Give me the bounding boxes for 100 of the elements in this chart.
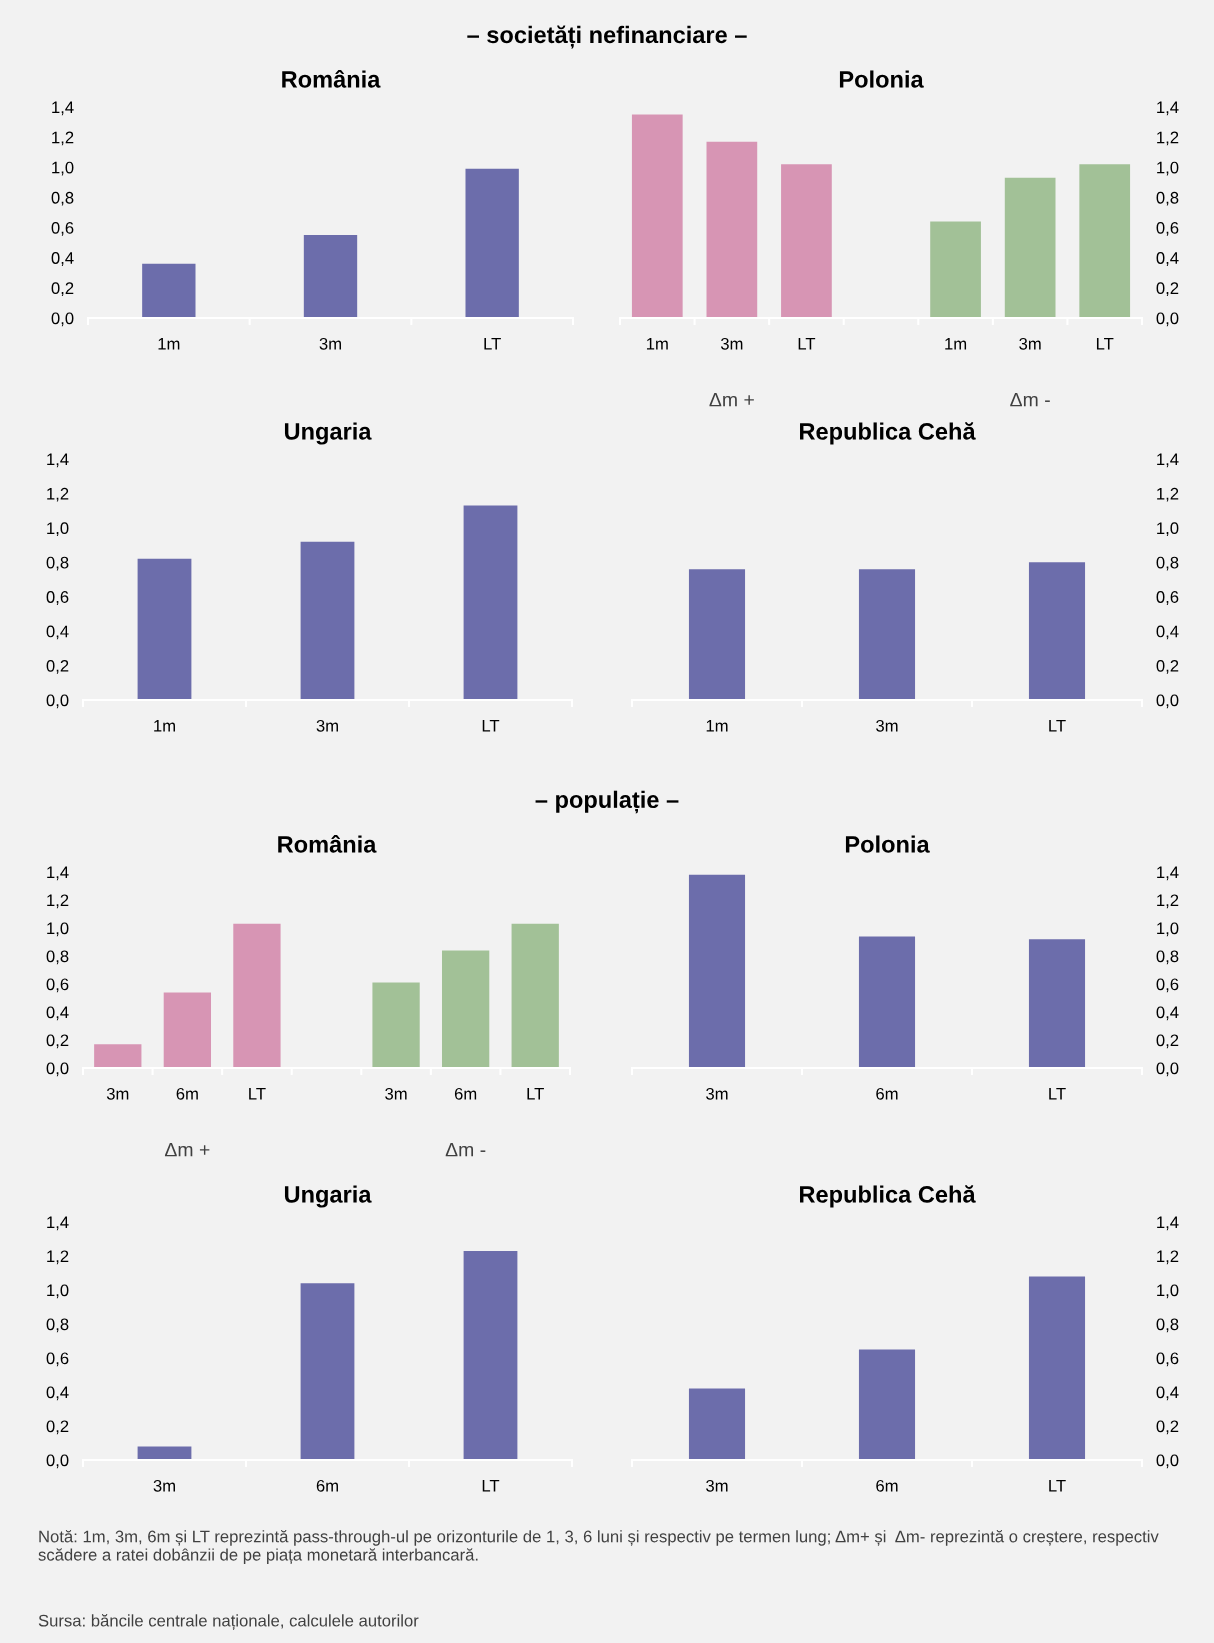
y-tick-label: 1,2: [1157, 1250, 1179, 1265]
y-tick-label: 1,4: [47, 866, 69, 881]
x-tick-label: 3m: [706, 1479, 728, 1492]
y-tick-label: 0,0: [46, 1454, 69, 1469]
y-tick-label: 0,0: [46, 694, 69, 709]
bar: [1079, 164, 1131, 318]
chart-title: România: [278, 834, 377, 853]
bar: [858, 936, 916, 1068]
y-tick-label: 0,8: [1156, 191, 1179, 206]
bar: [1028, 1276, 1086, 1460]
x-tick-label: 6m: [176, 1087, 198, 1100]
y-tick-label: 1,4: [47, 1216, 69, 1231]
x-tick-label: LT: [249, 1088, 266, 1100]
x-tick-label: 3m: [316, 719, 338, 732]
y-tick-label: 0,2: [1156, 282, 1179, 297]
bar: [94, 1044, 142, 1068]
x-tick-label: 1m: [945, 338, 967, 350]
y-tick-label: 1,0: [1157, 522, 1179, 537]
x-tick-label: 6m: [876, 1087, 898, 1100]
y-tick-label: 0,4: [1156, 1386, 1179, 1401]
y-tick-label: 1,0: [1157, 161, 1179, 176]
x-tick-label: LT: [1096, 338, 1114, 350]
y-tick-label: 1,0: [47, 922, 69, 937]
y-tick-label: 0,6: [1156, 978, 1179, 993]
y-tick-label: 1,0: [47, 522, 69, 537]
x-tick-label: LT: [1049, 1480, 1066, 1492]
y-tick-label: 0,6: [1156, 591, 1179, 605]
y-tick-label: 0,2: [46, 1420, 69, 1435]
x-tick-label: 3m: [385, 1087, 407, 1100]
chart-title: Ungaria: [284, 422, 372, 445]
y-tick-label: 1,2: [47, 487, 69, 502]
bar: [137, 558, 192, 700]
y-tick-label: 1,0: [1157, 922, 1179, 937]
y-tick-label: 0,4: [46, 1386, 69, 1401]
y-tick-label: 1,2: [52, 131, 74, 146]
y-tick-label: 1,2: [1157, 894, 1179, 909]
chart-title: Polonia: [845, 835, 930, 853]
y-tick-label: 1,2: [47, 894, 69, 909]
bar: [688, 874, 746, 1068]
x-tick-label: 6m: [876, 1479, 898, 1492]
bar: [441, 950, 490, 1068]
x-tick-label: 3m: [106, 1087, 129, 1100]
x-tick-label: LT: [482, 1480, 500, 1492]
y-tick-label: 0,8: [1156, 556, 1179, 571]
chart-title: Polonia: [839, 70, 924, 88]
bar: [930, 221, 981, 318]
y-tick-label: 0,2: [46, 1034, 69, 1049]
y-tick-label: 0,6: [46, 1352, 69, 1367]
bar: [463, 505, 518, 700]
bar: [300, 1283, 355, 1460]
y-tick-label: 0,8: [46, 1318, 69, 1333]
y-tick-label: 0,2: [1156, 659, 1179, 674]
x-tick-label: LT: [484, 338, 501, 350]
y-tick-label: 0,8: [1156, 950, 1179, 965]
y-tick-label: 0,6: [1156, 221, 1179, 236]
text: Δm +: [709, 392, 754, 407]
y-tick-label: 0,0: [1156, 312, 1179, 327]
x-tick-label: 3m: [319, 337, 341, 350]
bar: [465, 168, 519, 318]
y-tick-label: 0,4: [1156, 625, 1179, 640]
x-tick-label: 1m: [646, 338, 668, 350]
x-tick-label: LT: [1049, 1088, 1066, 1100]
x-tick-label: 1m: [706, 720, 728, 732]
chart-title: Republica Cehă: [800, 1185, 976, 1208]
y-tick-label: 0,0: [51, 312, 74, 327]
y-tick-label: 1,2: [47, 1250, 69, 1265]
x-tick-label: 1m: [158, 338, 180, 350]
y-tick-label: 0,2: [51, 282, 74, 297]
bar: [511, 923, 559, 1068]
y-tick-label: 0,8: [51, 191, 74, 206]
x-tick-label: 3m: [876, 719, 898, 732]
chart-title: România: [282, 69, 381, 88]
x-tick-label: LT: [798, 338, 816, 350]
y-tick-label: 0,2: [1156, 1420, 1179, 1435]
y-tick-label: 0,6: [46, 591, 69, 605]
text: Δm -: [1010, 392, 1050, 407]
y-tick-label: 1,4: [1157, 101, 1179, 116]
y-tick-label: 0,4: [46, 625, 69, 640]
x-tick-label: LT: [1049, 720, 1066, 732]
chart-subtitle: – societăți nefinanciare –: [467, 25, 747, 49]
bar: [463, 1250, 518, 1460]
y-tick-label: 1,4: [1157, 453, 1179, 468]
chart-title: Ungaria: [284, 1185, 372, 1208]
x-tick-label: 3m: [706, 1087, 728, 1100]
bar: [631, 114, 683, 318]
bar: [163, 992, 212, 1068]
bar: [137, 1446, 192, 1460]
y-tick-label: 0,0: [46, 1062, 69, 1077]
y-tick-label: 1,4: [52, 101, 74, 116]
y-tick-label: 0,4: [46, 1006, 69, 1021]
x-tick-label: 1m: [154, 720, 175, 732]
x-tick-label: 3m: [1019, 337, 1041, 350]
y-tick-label: 1,4: [1157, 866, 1179, 881]
y-tick-label: 0,6: [46, 978, 69, 993]
y-tick-label: 1,0: [52, 161, 74, 176]
y-tick-label: 0,8: [46, 950, 69, 965]
y-tick-label: 0,2: [1156, 1034, 1179, 1049]
bar: [688, 1388, 746, 1460]
text: Sursa: băncile centrale naționale, calculele autorilor: [38, 1614, 419, 1630]
y-tick-label: 0,6: [1156, 1352, 1179, 1367]
